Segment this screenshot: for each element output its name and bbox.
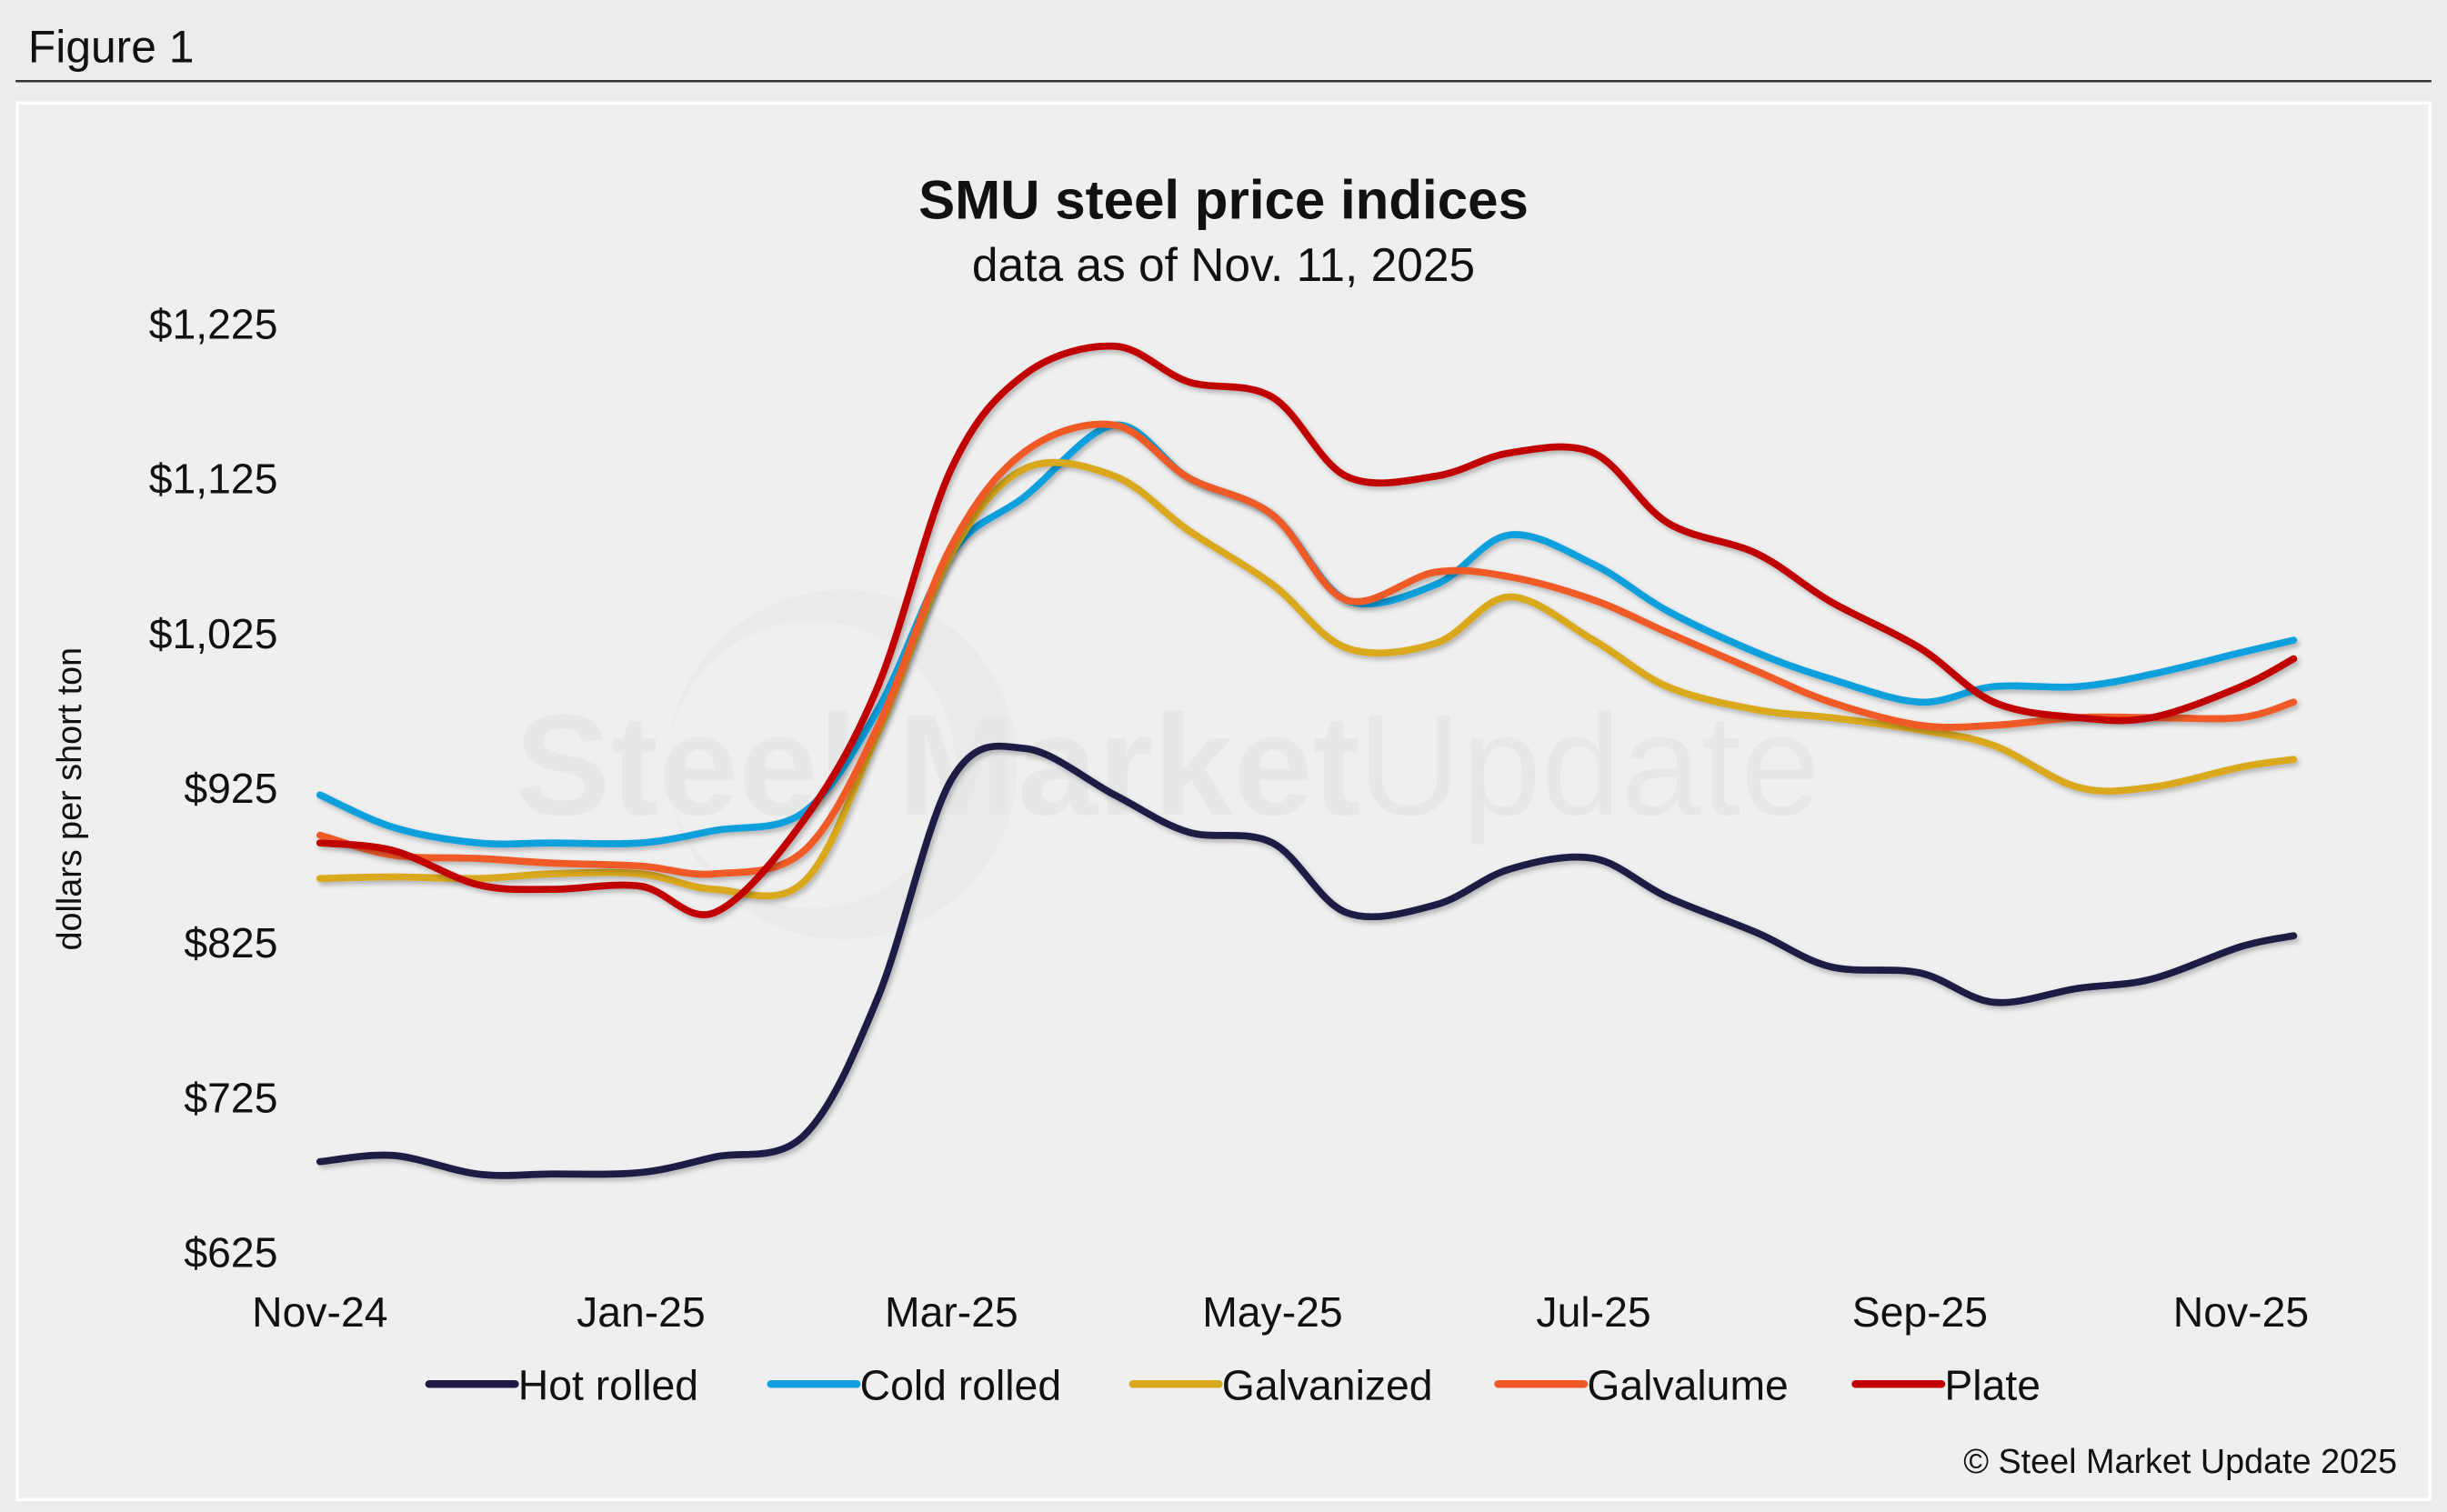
y-axis-label: dollars per short ton	[50, 647, 88, 951]
figure-label: Figure 1	[28, 22, 195, 73]
x-tick-label: Mar-25	[885, 1288, 1018, 1336]
y-tick-label: $825	[184, 919, 277, 966]
legend-label: Hot rolled	[518, 1361, 698, 1408]
series-line-galvalume	[316, 420, 2298, 878]
y-tick-label: $1,225	[149, 300, 278, 347]
y-tick-label: $625	[184, 1229, 277, 1277]
series-line-galvanized	[316, 458, 2298, 900]
chart-title: SMU steel price indices	[918, 169, 1529, 230]
x-tick-label: Jul-25	[1536, 1288, 1650, 1336]
series-line-hot-rolled	[316, 742, 2298, 1179]
svg-text:Update: Update	[1358, 686, 1820, 846]
legend-label: Galvanized	[1222, 1361, 1433, 1408]
legend-item-hot-rolled: Hot rolled	[425, 1361, 698, 1408]
series-line-plate	[316, 342, 2298, 918]
y-tick-label: $1,025	[149, 610, 278, 657]
copyright-note: © Steel Market Update 2025	[1963, 1442, 2397, 1480]
y-axis: $625 $725 $825 $925 $1,025 $1,125 $1,225	[149, 300, 278, 1276]
x-tick-label: May-25	[1202, 1288, 1342, 1336]
x-tick-label: Nov-24	[252, 1288, 387, 1336]
chart-panel	[15, 101, 2432, 1501]
legend-item-cold-rolled: Cold rolled	[767, 1361, 1061, 1408]
legend-label: Cold rolled	[860, 1361, 1061, 1408]
legend-item-galvanized: Galvanized	[1128, 1361, 1433, 1408]
plot-area	[316, 342, 2298, 1179]
legend-label: Plate	[1944, 1361, 2041, 1408]
legend-item-galvalume: Galvalume	[1494, 1361, 1789, 1408]
legend-label: Galvalume	[1587, 1361, 1788, 1408]
y-tick-label: $1,125	[149, 456, 278, 503]
y-tick-label: $925	[184, 765, 277, 812]
legend-item-plate: Plate	[1851, 1361, 2041, 1408]
x-axis: Nov-24 Jan-25 Mar-25 May-25 Jul-25 Sep-25 Nov-…	[252, 1288, 2309, 1336]
legend: Hot rolled Cold rolled Galvanized Galvalume…	[425, 1361, 2041, 1408]
chart-subtitle: data as of Nov. 11, 2025	[972, 238, 1475, 291]
x-tick-label: Jan-25	[577, 1288, 706, 1336]
x-tick-label: Nov-25	[2173, 1288, 2309, 1336]
y-tick-label: $725	[184, 1074, 277, 1121]
svg-text:Steel Market: Steel Market	[515, 686, 1360, 846]
x-tick-label: Sep-25	[1852, 1288, 1988, 1336]
